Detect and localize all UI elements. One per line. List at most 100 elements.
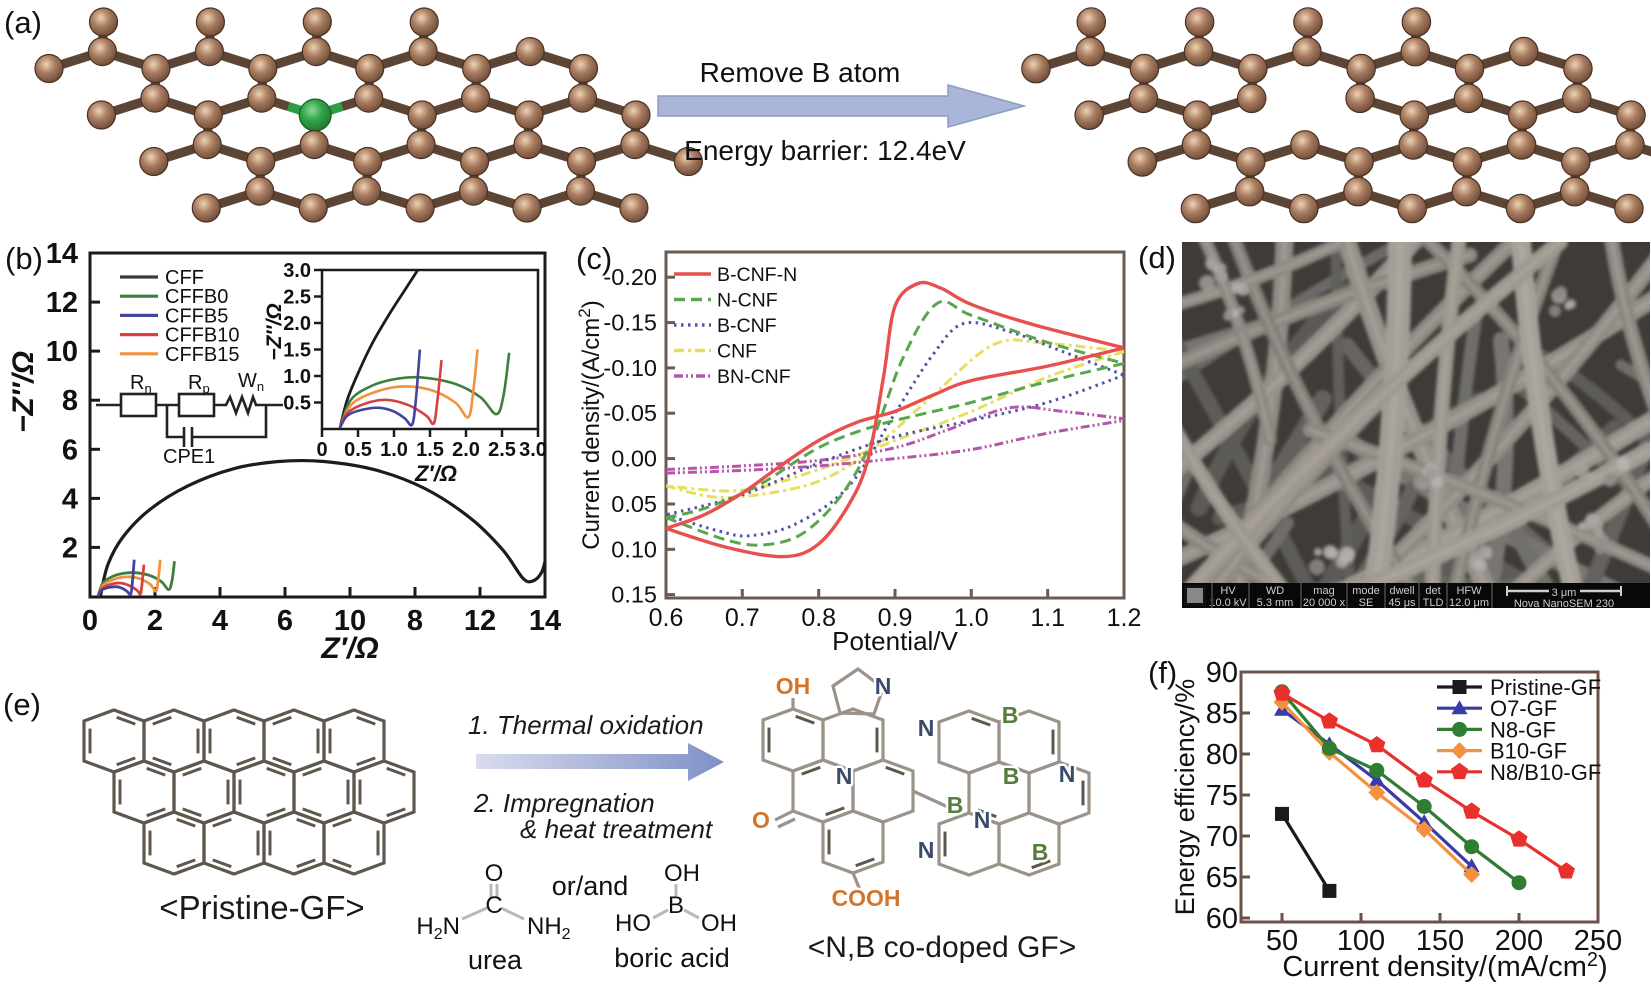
svg-text:Rp: Rp — [188, 372, 210, 396]
svg-text:Energy barrier: 12.4eV: Energy barrier: 12.4eV — [684, 135, 966, 166]
svg-text:Current density/(mA/cm2): Current density/(mA/cm2) — [1282, 949, 1607, 983]
svg-text:NH2: NH2 — [527, 913, 571, 943]
svg-text:2.5: 2.5 — [488, 439, 516, 461]
svg-text:N: N — [836, 763, 853, 789]
svg-text:0.05: 0.05 — [611, 491, 657, 517]
svg-text:90: 90 — [1206, 657, 1238, 689]
svg-text:COOH: COOH — [832, 885, 901, 911]
svg-text:80: 80 — [1206, 739, 1238, 771]
svg-text:250: 250 — [1574, 925, 1622, 957]
svg-text:N: N — [918, 715, 935, 741]
svg-text:1.1: 1.1 — [1030, 604, 1065, 632]
svg-text:B10-GF: B10-GF — [1490, 739, 1567, 764]
svg-text:C: C — [485, 892, 502, 919]
svg-text:B: B — [668, 892, 684, 919]
svg-text:mode: mode — [1352, 585, 1380, 597]
svg-text:CFFB15: CFFB15 — [165, 344, 239, 366]
svg-text:2.5: 2.5 — [283, 287, 311, 309]
svg-text:det: det — [1425, 585, 1440, 597]
svg-text:-0.05: -0.05 — [603, 400, 657, 426]
svg-text:85: 85 — [1206, 698, 1238, 730]
svg-text:B: B — [947, 792, 964, 818]
svg-text:(d): (d) — [1138, 240, 1176, 275]
svg-text:O: O — [752, 807, 770, 833]
svg-text:Wn: Wn — [238, 370, 264, 394]
svg-text:Rn: Rn — [130, 372, 152, 396]
svg-text:(b): (b) — [5, 241, 43, 276]
svg-text:WD: WD — [1266, 585, 1284, 597]
svg-text:0.7: 0.7 — [725, 604, 760, 632]
svg-text:& heat treatment: & heat treatment — [520, 814, 714, 844]
svg-text:3 μm: 3 μm — [1552, 587, 1577, 599]
svg-text:12: 12 — [464, 605, 496, 637]
svg-text:(e): (e) — [3, 687, 41, 722]
svg-text:N8/B10-GF: N8/B10-GF — [1490, 760, 1601, 785]
svg-text:2.0: 2.0 — [452, 439, 480, 461]
svg-text:150: 150 — [1416, 925, 1464, 957]
svg-text:0.9: 0.9 — [878, 604, 913, 632]
svg-text:mag: mag — [1313, 585, 1334, 597]
svg-text:CNF: CNF — [717, 341, 757, 363]
svg-text:N8-GF: N8-GF — [1490, 717, 1556, 742]
svg-text:H2N: H2N — [416, 913, 460, 943]
svg-text:8: 8 — [407, 605, 423, 637]
svg-text:(c): (c) — [576, 241, 612, 276]
svg-text:45 μs: 45 μs — [1388, 597, 1416, 609]
svg-text:0.15: 0.15 — [611, 582, 657, 608]
svg-text:0.6: 0.6 — [649, 604, 684, 632]
svg-text:0.10: 0.10 — [611, 536, 657, 562]
svg-text:OH: OH — [701, 910, 737, 937]
svg-text:0.5: 0.5 — [283, 393, 311, 415]
svg-text:Z′/Ω: Z′/Ω — [320, 632, 378, 665]
svg-text:1.2: 1.2 — [1107, 604, 1142, 632]
svg-text:1. Thermal oxidation: 1. Thermal oxidation — [468, 710, 704, 740]
svg-text:Energy efficiency/%: Energy efficiency/% — [1170, 679, 1200, 916]
svg-text:Nova NanoSEM 230: Nova NanoSEM 230 — [1514, 598, 1614, 610]
svg-text:B: B — [1003, 763, 1020, 789]
svg-text:4: 4 — [212, 605, 228, 637]
svg-text:4: 4 — [62, 483, 78, 515]
svg-text:N: N — [918, 837, 935, 863]
svg-text:-0.15: -0.15 — [603, 310, 657, 336]
svg-text:−Z″/Ω: −Z″/Ω — [7, 351, 40, 433]
svg-text:CFFB10: CFFB10 — [165, 325, 239, 347]
svg-text:Potential/V: Potential/V — [832, 626, 958, 656]
svg-text:75: 75 — [1206, 780, 1238, 812]
svg-text:N: N — [875, 673, 892, 699]
svg-text:3.0: 3.0 — [519, 439, 547, 461]
svg-text:(a): (a) — [4, 5, 42, 40]
svg-text:SE: SE — [1359, 597, 1374, 609]
svg-text:0: 0 — [82, 605, 98, 637]
svg-text:B: B — [1032, 839, 1049, 865]
svg-text:70: 70 — [1206, 821, 1238, 853]
svg-text:60: 60 — [1206, 903, 1238, 935]
svg-text:0: 0 — [316, 439, 327, 461]
svg-text:boric acid: boric acid — [614, 943, 730, 973]
svg-text:O: O — [485, 860, 504, 887]
svg-text:N-CNF: N-CNF — [717, 290, 778, 312]
svg-text:dwell: dwell — [1389, 585, 1414, 597]
svg-text:50: 50 — [1266, 925, 1298, 957]
svg-text:100: 100 — [1337, 925, 1385, 957]
svg-text:6: 6 — [277, 605, 293, 637]
svg-text:14: 14 — [46, 238, 78, 270]
svg-text:B: B — [1002, 702, 1019, 728]
svg-text:<Pristine-GF>: <Pristine-GF> — [159, 889, 364, 926]
svg-text:10: 10 — [46, 336, 78, 368]
svg-text:O7-GF: O7-GF — [1490, 696, 1557, 721]
svg-text:CFFB0: CFFB0 — [165, 286, 228, 308]
svg-text:CPE1: CPE1 — [163, 446, 215, 468]
svg-text:14: 14 — [529, 605, 561, 637]
svg-text:10: 10 — [334, 605, 366, 637]
svg-text:10.0 kV: 10.0 kV — [1209, 597, 1247, 609]
svg-text:urea: urea — [468, 945, 523, 975]
svg-text:(f): (f) — [1148, 655, 1177, 690]
svg-text:12: 12 — [46, 287, 78, 319]
svg-text:1.0: 1.0 — [954, 604, 989, 632]
svg-text:20 000 x: 20 000 x — [1303, 597, 1346, 609]
svg-text:<N,B co-doped GF>: <N,B co-doped GF> — [808, 931, 1076, 964]
svg-text:Current density/(A/cm2): Current density/(A/cm2) — [575, 300, 605, 550]
svg-text:BN-CNF: BN-CNF — [717, 366, 791, 388]
svg-text:B-CNF: B-CNF — [717, 315, 777, 337]
svg-text:65: 65 — [1206, 862, 1238, 894]
